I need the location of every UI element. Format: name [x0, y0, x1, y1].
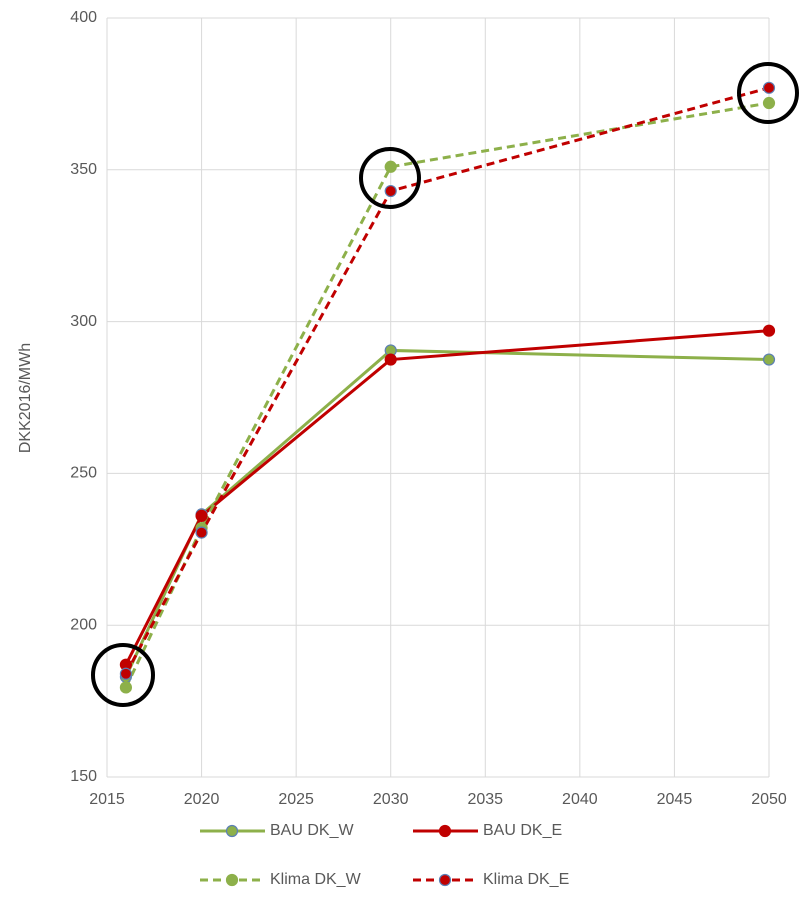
x-tick-label: 2030: [373, 791, 409, 808]
legend-marker: [438, 873, 452, 887]
y-tick-label: 350: [70, 161, 97, 178]
y-tick-label: 150: [70, 768, 97, 785]
y-tick-label: 300: [70, 313, 97, 330]
data-point: [762, 324, 776, 337]
annotations: [91, 62, 799, 707]
data-point: [762, 96, 776, 110]
data-point: [384, 160, 397, 173]
highlight-circle: [359, 147, 421, 209]
data-point: [195, 526, 208, 539]
legend-marker: [438, 824, 452, 838]
x-tick-label: 2040: [562, 791, 598, 808]
x-tick-label: 2035: [467, 791, 503, 808]
data-point: [384, 184, 397, 198]
y-tick-label: 250: [70, 465, 97, 482]
legend-marker: [225, 873, 239, 887]
series-line: [124, 329, 770, 666]
plot: [119, 81, 776, 694]
y-tick-label: 400: [70, 9, 97, 26]
x-tick-label: 2045: [657, 791, 693, 808]
y-axis-label: DKK2016/MWh: [17, 343, 34, 453]
x-tick-label: 2020: [184, 791, 220, 808]
legend-label: Klima DK_E: [483, 871, 569, 888]
legend-label: Klima DK_W: [270, 871, 362, 888]
x-tick-label: 2015: [89, 791, 125, 808]
legend-label: BAU DK_E: [483, 822, 562, 839]
highlight-circle: [737, 62, 799, 124]
x-tick-label: 2025: [278, 791, 314, 808]
legend-marker: [225, 824, 239, 838]
series-line: [124, 348, 770, 678]
data-point: [195, 509, 208, 523]
data-point: [762, 353, 776, 366]
data-point: [119, 681, 133, 694]
legend: BAU DK_W BAU DK_E Klima DK_W Klima DK_E: [200, 822, 569, 888]
series-line: [124, 101, 770, 689]
data-point: [762, 81, 776, 94]
data-point: [119, 667, 133, 680]
legend-label: BAU DK_W: [270, 822, 354, 839]
y-tick-label: 200: [70, 616, 97, 633]
x-tick-label: 2050: [751, 791, 787, 808]
grid: 150 200 250 300 350 400 2015 2020 2025 2030 2035 20…: [70, 9, 787, 808]
series-line: [124, 86, 770, 675]
data-point: [384, 353, 397, 366]
highlight-circle: [91, 643, 155, 707]
